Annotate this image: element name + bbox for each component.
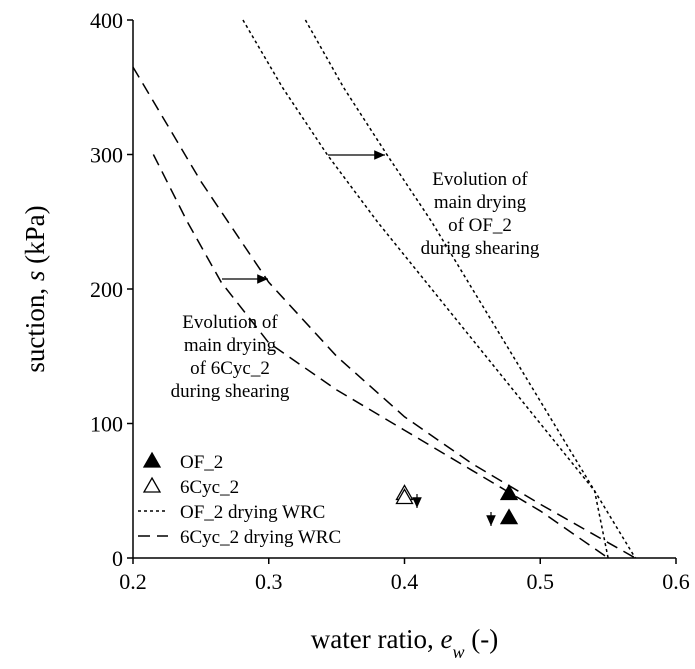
- annotation-line: main drying: [184, 335, 277, 356]
- legend-item: OF_2 drying WRC: [138, 502, 325, 523]
- x-tick-label: 0.2: [119, 569, 147, 594]
- annotation-line: Evolution of: [432, 169, 528, 190]
- x-axis-label-part: w: [452, 642, 464, 662]
- x-axis-label-part: e: [440, 624, 452, 654]
- marker: [142, 476, 162, 493]
- legend-label: 6Cyc_2 drying WRC: [180, 527, 341, 548]
- wrc-line: [132, 66, 636, 559]
- legend-label: OF_2 drying WRC: [180, 502, 325, 523]
- y-tick-label: 300: [90, 143, 123, 168]
- x-axis-label: water ratio, ew (-): [311, 624, 498, 662]
- annotation-line: of OF_2: [448, 215, 512, 236]
- y-tick-label: 400: [90, 8, 123, 33]
- legend-item: 6Cyc_2: [142, 476, 239, 498]
- marker: [142, 451, 162, 468]
- x-tick-label: 0.5: [527, 569, 555, 594]
- x-axis-label-part: (-): [464, 624, 498, 654]
- legend-item: OF_2: [142, 451, 223, 473]
- legend-item: 6Cyc_2 drying WRC: [138, 527, 341, 548]
- wrc-line: [304, 19, 609, 559]
- annotation-line: during shearing: [171, 381, 290, 402]
- wrc-line: [152, 154, 609, 559]
- y-tick-label: 100: [90, 412, 123, 437]
- legend-label: 6Cyc_2: [180, 477, 239, 498]
- y-tick-label: 200: [90, 277, 123, 302]
- annotation-line: during shearing: [421, 238, 540, 259]
- annotation-line: main drying: [434, 192, 527, 213]
- annotation: Evolution of main drying of 6Cyc_2 during s…: [171, 312, 290, 402]
- annotation: Evolution of main drying of OF_2 during she…: [421, 169, 540, 259]
- marker: [499, 508, 519, 525]
- y-axis-label: suction, s (kPa): [20, 205, 50, 372]
- x-axis-label-part: water ratio,: [311, 624, 441, 654]
- y-tick-label: 0: [112, 546, 123, 571]
- annotation-line: Evolution of: [182, 312, 278, 333]
- annotation-line: of 6Cyc_2: [190, 358, 270, 379]
- x-tick-label: 0.3: [255, 569, 283, 594]
- wrc-line: [242, 19, 636, 559]
- y-axis-label-part: suction,: [20, 281, 50, 373]
- marker: [395, 488, 414, 505]
- x-tick-label: 0.6: [662, 569, 690, 594]
- legend-label: OF_2: [180, 452, 223, 473]
- x-tick-label: 0.4: [391, 569, 419, 594]
- y-axis-label-part: s: [20, 271, 50, 282]
- y-axis-label-part: (kPa): [20, 205, 50, 270]
